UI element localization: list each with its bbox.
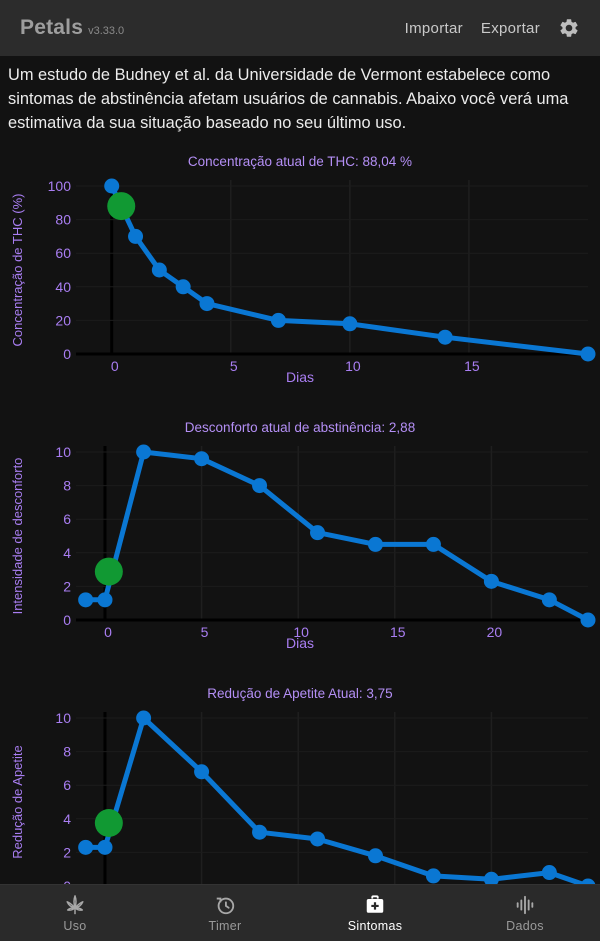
data-point bbox=[342, 316, 358, 332]
y-tick-label: 10 bbox=[55, 444, 71, 460]
y-tick-label: 4 bbox=[63, 811, 71, 827]
nav-item-uso[interactable]: Uso bbox=[0, 885, 150, 941]
data-point bbox=[194, 764, 210, 780]
y-tick-label: 4 bbox=[63, 545, 71, 561]
data-point bbox=[97, 592, 113, 608]
nav-label-sintomas: Sintomas bbox=[347, 918, 403, 933]
x-tick-label: 10 bbox=[345, 358, 361, 374]
data-point bbox=[541, 592, 557, 608]
data-point bbox=[310, 831, 326, 847]
y-axis-label: Concentração de THC (%) bbox=[10, 194, 25, 347]
thc-concentration-chart: Concentração atual de THC: 88,04 % 0 20 40 6… bbox=[0, 146, 600, 392]
cannabis-leaf-icon bbox=[64, 894, 86, 916]
data-point bbox=[483, 871, 499, 887]
data-point bbox=[270, 312, 286, 328]
nav-label-uso: Uso bbox=[63, 918, 87, 933]
y-tick-label: 20 bbox=[55, 312, 71, 328]
data-point bbox=[252, 824, 268, 840]
y-tick-label: 0 bbox=[63, 346, 71, 362]
current-value-marker bbox=[94, 557, 123, 586]
current-value-marker bbox=[107, 192, 136, 221]
settings-gear-icon[interactable] bbox=[558, 17, 580, 39]
data-point bbox=[425, 868, 441, 884]
data-point bbox=[580, 346, 596, 362]
y-tick-label: 0 bbox=[63, 612, 71, 628]
data-point bbox=[437, 329, 453, 345]
data-point bbox=[136, 444, 152, 460]
data-point bbox=[199, 296, 215, 312]
brand: Petals v3.33.0 bbox=[20, 16, 124, 40]
chart-title: Concentração atual de THC: 88,04 % bbox=[188, 154, 412, 169]
data-point bbox=[425, 536, 441, 552]
data-point bbox=[78, 839, 94, 855]
data-point bbox=[97, 839, 113, 855]
timer-history-icon bbox=[214, 894, 236, 916]
data-point bbox=[104, 178, 120, 194]
y-tick-label: 10 bbox=[55, 710, 71, 726]
data-point bbox=[78, 592, 94, 608]
y-tick-label: 2 bbox=[63, 578, 71, 594]
app-version: v3.33.0 bbox=[88, 25, 125, 37]
chart-title: Desconforto atual de abstinência: 2,88 bbox=[185, 420, 415, 435]
intro-text: Um estudo de Budney et al. da Universida… bbox=[8, 66, 569, 132]
nav-item-timer[interactable]: Timer bbox=[150, 885, 300, 941]
data-point bbox=[367, 536, 383, 552]
x-tick-label: 20 bbox=[487, 624, 503, 640]
x-tick-label: 15 bbox=[464, 358, 480, 374]
nav-item-sintomas[interactable]: Sintomas bbox=[300, 885, 450, 941]
data-point bbox=[367, 848, 383, 864]
waveform-icon bbox=[514, 894, 536, 916]
y-tick-label: 80 bbox=[55, 212, 71, 228]
y-tick-label: 6 bbox=[63, 511, 71, 527]
y-axis-label: Redução de Apetite bbox=[10, 745, 25, 858]
y-tick-label: 8 bbox=[63, 744, 71, 760]
y-tick-label: 40 bbox=[55, 279, 71, 295]
x-axis-label: Dias bbox=[286, 635, 314, 651]
medical-kit-icon bbox=[364, 894, 386, 916]
y-tick-label: 8 bbox=[63, 478, 71, 494]
x-tick-label: 0 bbox=[104, 624, 112, 640]
data-point bbox=[580, 612, 596, 628]
y-tick-label: 100 bbox=[48, 178, 72, 194]
data-point bbox=[541, 865, 557, 881]
y-tick-label: 2 bbox=[63, 844, 71, 860]
app-title: Petals bbox=[20, 16, 84, 39]
y-tick-label: 60 bbox=[55, 245, 71, 261]
nav-item-dados[interactable]: Dados bbox=[450, 885, 600, 941]
nav-label-timer: Timer bbox=[208, 918, 242, 933]
export-button[interactable]: Exportar bbox=[480, 19, 540, 37]
data-point bbox=[310, 525, 326, 541]
data-point bbox=[128, 228, 144, 244]
x-axis-label: Dias bbox=[286, 369, 314, 385]
series-line bbox=[83, 715, 591, 889]
x-tick-label: 5 bbox=[201, 624, 209, 640]
x-tick-label: 15 bbox=[390, 624, 406, 640]
x-tick-label: 5 bbox=[230, 358, 238, 374]
data-point bbox=[151, 262, 167, 278]
x-tick-label: 0 bbox=[111, 358, 119, 374]
nav-label-dados: Dados bbox=[506, 918, 544, 933]
data-point bbox=[194, 451, 210, 467]
data-point bbox=[175, 279, 191, 295]
y-tick-label: 6 bbox=[63, 777, 71, 793]
current-value-marker bbox=[94, 809, 123, 837]
chart-title: Redução de Apetite Atual: 3,75 bbox=[207, 686, 392, 701]
withdrawal-discomfort-chart: Desconforto atual de abstinência: 2,88 0 2… bbox=[0, 412, 600, 658]
series-line bbox=[83, 449, 591, 623]
data-point bbox=[483, 573, 499, 589]
y-axis-label: Intensidade de desconforto bbox=[10, 458, 25, 615]
bottom-navigation: Uso Timer Sintomas Dados bbox=[0, 884, 600, 941]
app-bar: Petals v3.33.0 Importar Exportar bbox=[0, 0, 600, 56]
data-point bbox=[136, 710, 152, 726]
import-button[interactable]: Importar bbox=[404, 19, 463, 37]
x-tick-label: 10 bbox=[293, 624, 309, 640]
data-point bbox=[252, 478, 268, 494]
